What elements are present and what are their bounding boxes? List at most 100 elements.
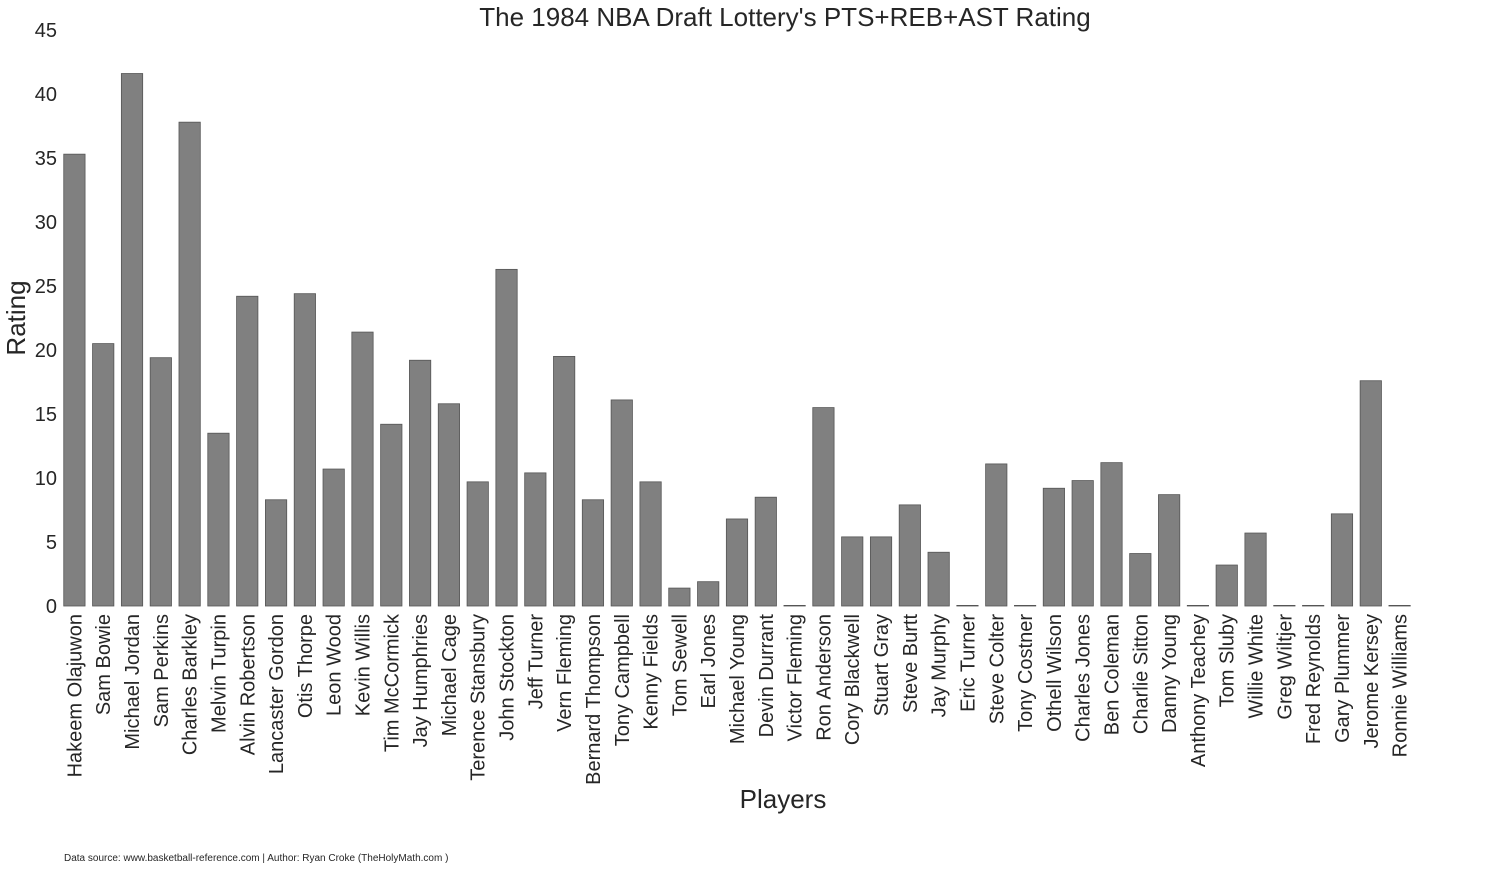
bar — [1359, 380, 1382, 607]
x-tick-label: Stuart Gray — [871, 614, 893, 716]
x-tick-label: Sam Bowie — [93, 614, 115, 715]
bar — [178, 121, 201, 607]
y-tick-label: 10 — [35, 468, 57, 490]
bar — [293, 293, 316, 607]
x-tick-label: Earl Jones — [698, 614, 720, 709]
x-tick-label: Greg Wiltjer — [1274, 614, 1296, 720]
x-tick-label: Danny Young — [1159, 614, 1181, 733]
x-tick-label: Bernard Thompson — [583, 614, 605, 785]
y-tick-label: 20 — [35, 340, 57, 362]
bar — [265, 499, 288, 607]
x-tick-label: Melvin Turpin — [208, 614, 230, 733]
x-tick-label: Michael Jordan — [122, 614, 144, 750]
bar — [1302, 605, 1325, 607]
x-tick-label: Gary Plummer — [1332, 614, 1354, 743]
x-tick-label: Tom Sewell — [669, 614, 691, 716]
bar — [697, 581, 720, 607]
x-tick-label: Steve Burtt — [900, 614, 922, 713]
bar — [1129, 553, 1152, 607]
bar — [581, 499, 605, 607]
y-tick-label: 45 — [35, 20, 57, 42]
bar — [869, 536, 893, 607]
x-tick-label: Ben Coleman — [1102, 614, 1124, 735]
y-axis-title: Rating — [1, 280, 31, 355]
y-tick-label: 25 — [35, 276, 57, 298]
y-axis-ticks: 0 5 10 15 20 25 30 35 40 45 — [35, 20, 57, 618]
bar — [322, 468, 345, 607]
x-tick-label: Charles Jones — [1073, 614, 1095, 742]
x-tick-label: Ron Anderson — [813, 614, 835, 741]
x-tick-label: Jerome Kersey — [1361, 614, 1383, 749]
bar — [236, 295, 259, 607]
x-tick-label: Victor Fleming — [785, 614, 807, 741]
x-tick-label: Cory Blackwell — [842, 614, 864, 745]
chart-title: The 1984 NBA Draft Lottery's PTS+REB+AST… — [479, 2, 1090, 32]
bar — [985, 463, 1008, 607]
footer-source: Data source: www.basketball-reference.co… — [64, 853, 449, 864]
y-tick-label: 5 — [46, 532, 57, 554]
bar — [956, 605, 979, 607]
bar — [553, 355, 576, 607]
bar — [1042, 487, 1065, 607]
bar — [495, 268, 518, 607]
bar — [409, 359, 432, 607]
x-tick-label: Tony Campbell — [612, 614, 634, 746]
bar — [63, 153, 86, 607]
bar — [1215, 564, 1238, 607]
bar — [668, 587, 691, 607]
x-tick-label: Jeff Turner — [525, 614, 547, 710]
bar — [380, 423, 403, 607]
x-tick-label: Michael Cage — [439, 614, 461, 736]
bar — [524, 472, 547, 607]
y-tick-label: 40 — [35, 84, 57, 106]
bar — [841, 536, 864, 607]
x-tick-label: Charlie Sitton — [1130, 614, 1152, 734]
bar — [610, 399, 633, 607]
bar — [207, 432, 230, 607]
bar — [754, 496, 777, 607]
bar — [466, 481, 489, 607]
bar — [1388, 605, 1411, 607]
bar — [1100, 462, 1123, 607]
bar — [783, 605, 806, 607]
bar — [812, 407, 835, 607]
x-tick-label: Terence Stansbury — [468, 614, 490, 781]
bar — [898, 504, 921, 607]
bar — [927, 551, 950, 607]
x-tick-label: Willie White — [1246, 614, 1268, 718]
x-tick-label: John Stockton — [497, 614, 519, 741]
bar — [92, 343, 115, 607]
bar — [1244, 532, 1267, 607]
x-tick-label: Fred Reynolds — [1303, 614, 1325, 744]
bar — [1186, 605, 1209, 607]
x-tick-label: Steve Colter — [986, 614, 1008, 724]
bar — [120, 73, 144, 607]
bar — [351, 331, 374, 607]
y-tick-label: 35 — [35, 148, 57, 170]
y-tick-label: 30 — [35, 212, 57, 234]
bar — [1273, 605, 1296, 607]
x-tick-label: Kenny Fields — [641, 614, 663, 730]
x-tick-label: Jay Humphries — [410, 614, 432, 747]
x-tick-label: Vern Fleming — [554, 614, 576, 732]
bar — [1014, 605, 1037, 607]
bar — [1330, 513, 1354, 607]
bar — [639, 481, 662, 607]
x-tick-label: Hakeem Olajuwon — [64, 614, 86, 777]
bars — [63, 73, 1411, 607]
bar — [725, 518, 749, 607]
x-tick-label: Lancaster Gordon — [266, 614, 288, 774]
y-tick-label: 15 — [35, 404, 57, 426]
x-tick-label: Tony Costner — [1015, 614, 1037, 732]
bar — [1071, 480, 1094, 607]
x-tick-label: Alvin Robertson — [237, 614, 259, 755]
bar — [437, 403, 460, 607]
x-tick-label: Othell Wilson — [1044, 614, 1066, 732]
x-tick-label: Leon Wood — [324, 614, 346, 716]
x-tick-label: Tim McCormick — [381, 613, 403, 752]
x-tick-label: Michael Young — [727, 614, 749, 744]
x-tick-label: Anthony Teachey — [1188, 614, 1210, 767]
y-tick-label: 0 — [46, 596, 57, 618]
x-tick-label: Ronnie Williams — [1390, 614, 1412, 757]
